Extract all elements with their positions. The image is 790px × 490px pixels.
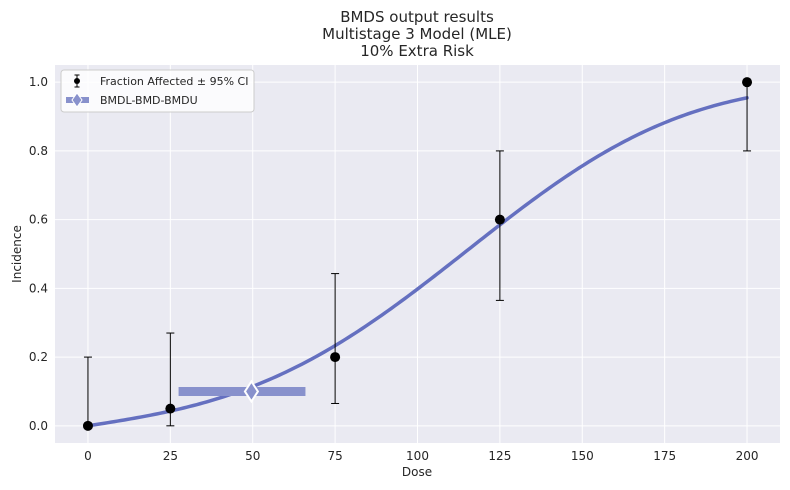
legend-marker-bmd: [66, 92, 89, 108]
x-tick-label: 150: [571, 449, 594, 463]
fitted-curve-layer: [86, 96, 749, 428]
data-points-layer: [82, 77, 753, 431]
x-axis-ticks: 0 25 50 75 100 125 150 175 200: [84, 449, 758, 463]
legend-marker-fraction: [74, 74, 80, 88]
x-tick-label: 75: [327, 449, 342, 463]
x-tick-label: 175: [653, 449, 676, 463]
x-tick-label: 125: [488, 449, 511, 463]
data-point: [82, 420, 93, 431]
x-axis-label: Dose: [402, 465, 432, 479]
y-tick-label: 0.4: [29, 281, 48, 295]
y-axis-ticks: 0.0 0.2 0.4 0.6 0.8 1.0: [29, 75, 48, 433]
chart-title-line-2: Multistage 3 Model (MLE): [322, 25, 512, 43]
y-tick-label: 1.0: [29, 75, 48, 89]
chart-title-line-1: BMDS output results: [340, 8, 494, 26]
y-tick-label: 0.8: [29, 144, 48, 158]
error-bars-layer: [83, 81, 752, 427]
data-point: [494, 214, 505, 225]
legend-box: [60, 69, 255, 113]
y-tick-label: 0.0: [29, 419, 48, 433]
x-tick-label: 25: [163, 449, 178, 463]
y-tick-label: 0.6: [29, 213, 48, 227]
fitted-curve-line: [86, 96, 749, 428]
y-tick-label: 0.2: [29, 350, 48, 364]
chart-title-line-3: 10% Extra Risk: [360, 42, 474, 60]
y-axis-label: Incidence: [10, 225, 24, 283]
legend-label-bmd: BMDL-BMD-BMDU: [100, 94, 198, 107]
bmd-interval-layer: [178, 379, 306, 404]
data-point: [165, 403, 176, 414]
x-tick-label: 200: [736, 449, 759, 463]
legend-label-fraction: Fraction Affected ± 95% CI: [100, 75, 248, 88]
x-tick-label: 50: [245, 449, 260, 463]
bmd-diamond-marker: [243, 379, 260, 404]
legend: Fraction Affected ± 95% CI BMDL-BMD-BMDU: [60, 69, 255, 113]
x-tick-label: 100: [406, 449, 429, 463]
data-point: [742, 77, 753, 88]
x-tick-label: 0: [84, 449, 92, 463]
data-point: [330, 352, 341, 363]
